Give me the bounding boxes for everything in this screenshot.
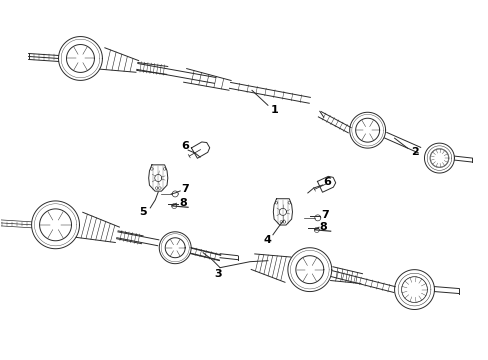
Text: 1: 1	[270, 105, 278, 115]
Text: 8: 8	[179, 198, 187, 208]
Text: 6: 6	[322, 177, 330, 187]
Text: 8: 8	[318, 222, 326, 232]
Text: 4: 4	[264, 235, 271, 245]
Text: 6: 6	[181, 141, 189, 151]
Text: 3: 3	[214, 269, 222, 279]
Text: 7: 7	[320, 210, 328, 220]
Text: 2: 2	[410, 147, 418, 157]
Text: 7: 7	[181, 184, 189, 194]
Text: 5: 5	[139, 207, 147, 217]
